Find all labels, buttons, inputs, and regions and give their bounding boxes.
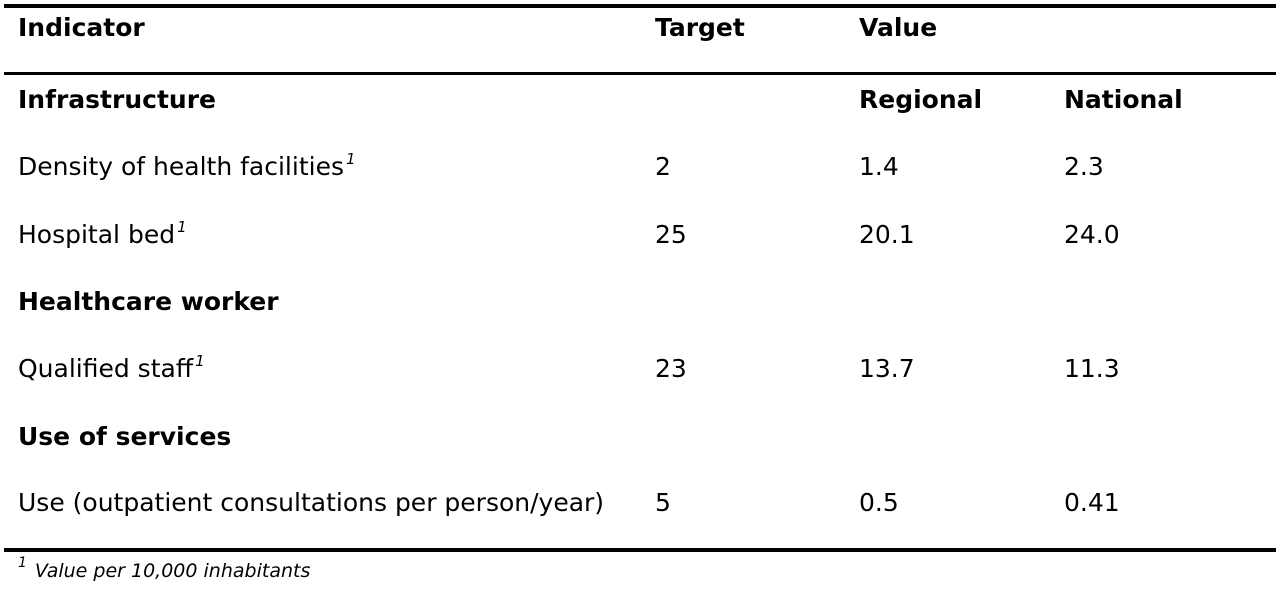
row-indicator-text: Density of health facilities	[18, 152, 344, 181]
row-indicator-text: Hospital bed	[18, 220, 176, 249]
table-cell-regional: 20.1	[859, 220, 915, 249]
row-indicator-text: Use (outpatient consultations per person…	[18, 488, 605, 517]
section-infrastructure: Infrastructure	[18, 85, 216, 114]
table-cell-regional: 1.4	[859, 152, 899, 181]
table-cell-target: 25	[655, 220, 687, 249]
table-row-label: Use (outpatient consultations per person…	[18, 488, 604, 518]
footnote-marker: 1	[345, 149, 356, 168]
table-header-rule	[4, 72, 1276, 75]
footnote-marker: 1	[18, 554, 27, 571]
footnote-marker: 1	[195, 351, 205, 370]
row-indicator-text: Qualified staff	[18, 354, 194, 383]
table-cell-regional: 13.7	[859, 354, 915, 383]
footnote-marker: 1	[177, 217, 187, 236]
table-cell-target: 2	[655, 152, 671, 181]
table-cell-regional: 0.5	[859, 488, 899, 517]
table-row-label: Qualified staff 1	[18, 351, 205, 384]
table-row-label: Hospital bed 1	[18, 217, 187, 250]
table-top-rule	[4, 4, 1276, 8]
table-cell-national: 2.3	[1064, 152, 1104, 181]
table-footnote: 1 Value per 10,000 inhabitants	[18, 554, 311, 584]
table-cell-national: 24.0	[1064, 220, 1120, 249]
footnote-text: Value per 10,000 inhabitants	[34, 560, 311, 582]
table-row-label: Density of health facilities 1	[18, 149, 356, 182]
section-use-of-services: Use of services	[18, 422, 232, 451]
table-cell-target: 5	[655, 488, 671, 517]
header-indicator: Indicator	[18, 13, 145, 42]
table-cell-national: 11.3	[1064, 354, 1120, 383]
section-healthcare-worker: Healthcare worker	[18, 287, 279, 316]
header-target: Target	[655, 13, 745, 42]
header-value: Value	[859, 13, 938, 42]
table-cell-target: 23	[655, 354, 687, 383]
table-cell-national: 0.41	[1064, 488, 1120, 517]
subheader-national: National	[1064, 85, 1183, 114]
subheader-regional: Regional	[859, 85, 983, 114]
table-bottom-rule	[4, 548, 1276, 552]
